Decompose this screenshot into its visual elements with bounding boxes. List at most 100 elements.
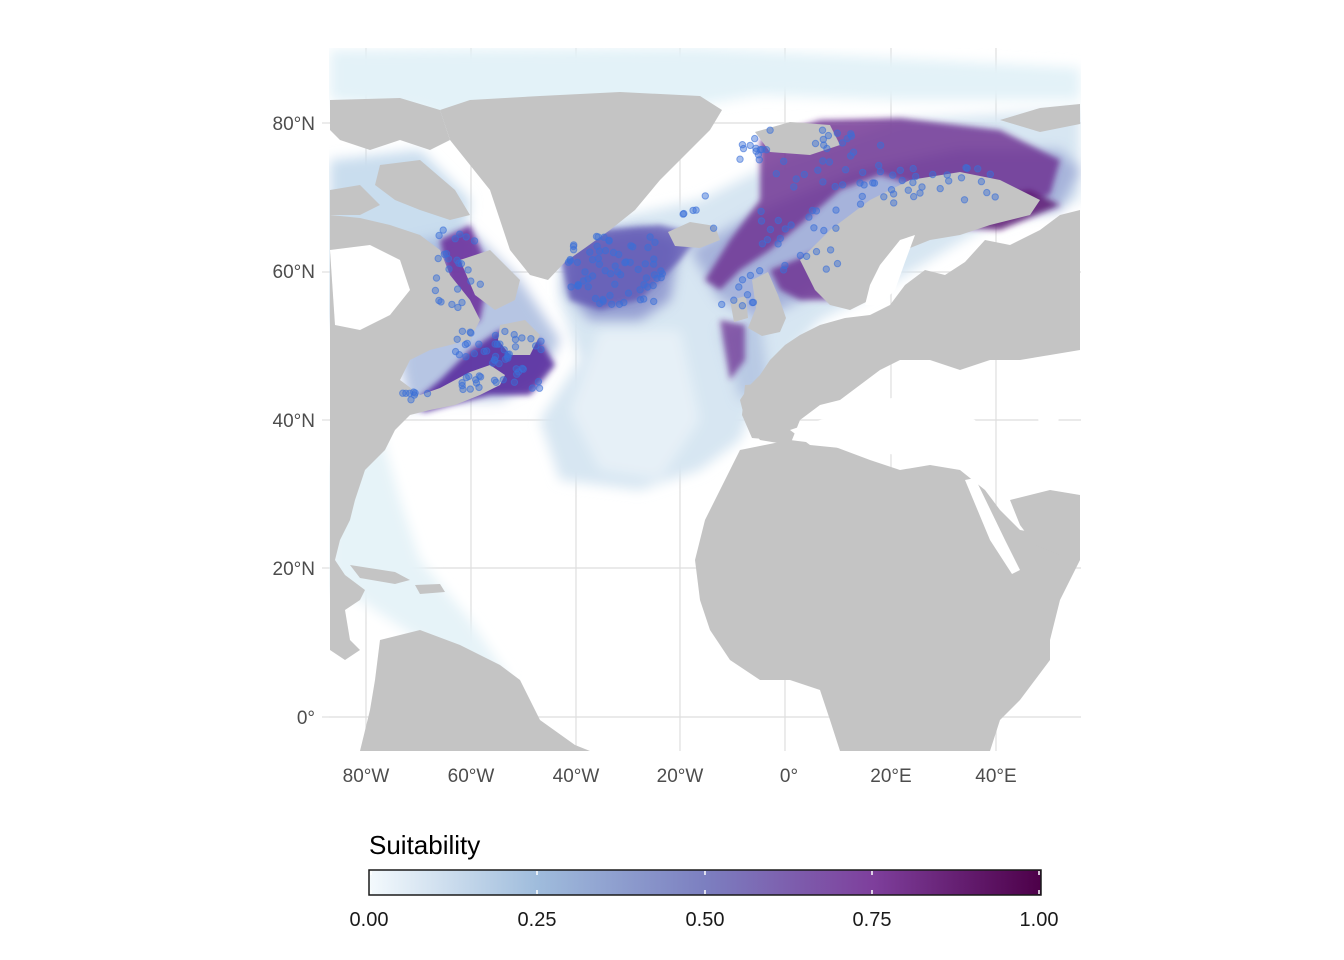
legend-tick-label: 0.25 [518,909,557,931]
occurrence-point [858,192,866,201]
occurrence-point [458,298,466,307]
occurrence-point [810,224,818,232]
occurrence-point [856,179,864,187]
inland-seas [330,235,1062,574]
y-tick-label: 80°N [273,114,315,135]
occurrence-point [898,176,906,185]
occurrence-point [651,238,659,247]
occurrence-point [824,131,833,140]
occurrence-point [493,340,502,348]
occurrence-point [650,255,658,263]
occurrence-point [470,349,479,358]
occurrence-point [657,267,665,275]
land-arctic-island-small [330,185,380,215]
occurrence-point [847,152,855,160]
occurrence-point [463,339,471,348]
occurrence-point [838,139,847,147]
occurrence-point [600,233,608,241]
occurrence-point [790,183,798,191]
occurrence-point [743,291,752,299]
occurrence-point [856,200,865,208]
land-iberia [742,382,800,440]
occurrence-point [643,283,652,291]
occurrence-point [407,396,415,404]
occurrence-point [470,237,479,245]
occurrence-point [991,193,999,201]
occurrence-point [483,347,491,355]
land-south-america [360,630,590,751]
occurrence-point [781,225,789,233]
occurrence-point [606,270,615,278]
occurrence-point [730,296,738,304]
occurrence-point [945,177,953,185]
occurrence-point [974,165,982,173]
occurrence-point [772,170,780,178]
occurrence-point [960,196,969,204]
land-layer [330,92,1080,751]
occurrence-point [679,210,687,218]
occurrence-point [889,190,898,198]
sea-caspian [1035,368,1062,440]
occurrence-point [709,224,718,232]
occurrence-point [491,331,500,340]
occurrence-point [758,240,767,248]
legend-tick-label: 1.00 [1020,909,1059,931]
occurrence-point [596,299,604,308]
y-tick-label: 60°N [273,262,315,283]
occurrence-point [475,383,483,392]
occurrence-point [780,157,788,166]
occurrence-point [500,346,508,354]
y-tick-label: 20°N [273,559,315,580]
occurrence-point [819,157,827,165]
occurrence-point [847,130,855,138]
occurrence-point [929,170,937,179]
occurrence-point [738,141,747,149]
occurrence-point [514,368,523,376]
land-arabia [1010,490,1080,555]
occurrence-point [916,189,924,197]
occurrence-point [657,273,665,282]
occurrence-point [755,156,763,164]
occurrence-point [588,256,597,264]
occurrence-point [887,186,896,194]
occurrence-point [756,267,764,275]
occurrence-point [841,166,850,174]
occurrence-point [876,167,885,176]
occurrence-point [518,334,526,342]
occurrence-point [912,172,920,181]
occurrence-point [812,247,821,256]
occurrence-point [491,352,500,361]
occurrence-point [646,233,654,241]
occurrence-point [838,181,847,189]
occurrence-point [466,328,474,336]
occurrence-point [831,182,839,191]
land-iceland [668,222,720,248]
occurrence-point [802,252,811,260]
occurrence-point [593,242,601,250]
occurrence-point [574,280,582,289]
occurrence-point [476,280,484,288]
occurrence-point [435,231,443,240]
occurrence-point [805,213,813,221]
occurrence-point [818,126,827,134]
occurrence-point [692,206,700,214]
occurrence-point [622,258,630,266]
occurrence-point [501,327,509,336]
occurrence-point [746,271,755,280]
occurrence-point [467,277,475,285]
occurrence-point [820,141,828,149]
occurrence-point [896,166,904,175]
occurrence-point [462,373,470,382]
occurrence-point [528,384,536,392]
occurrence-point [936,184,944,193]
occurrence-point [451,235,459,243]
sea-black [930,372,995,405]
occurrence-point [796,251,805,260]
land-svalbard [755,122,840,155]
occurrence-point [752,147,760,155]
occurrence-point [431,286,440,295]
occurrence-point [641,260,649,268]
land-hispaniola [415,584,445,594]
occurrence-point [601,267,609,275]
